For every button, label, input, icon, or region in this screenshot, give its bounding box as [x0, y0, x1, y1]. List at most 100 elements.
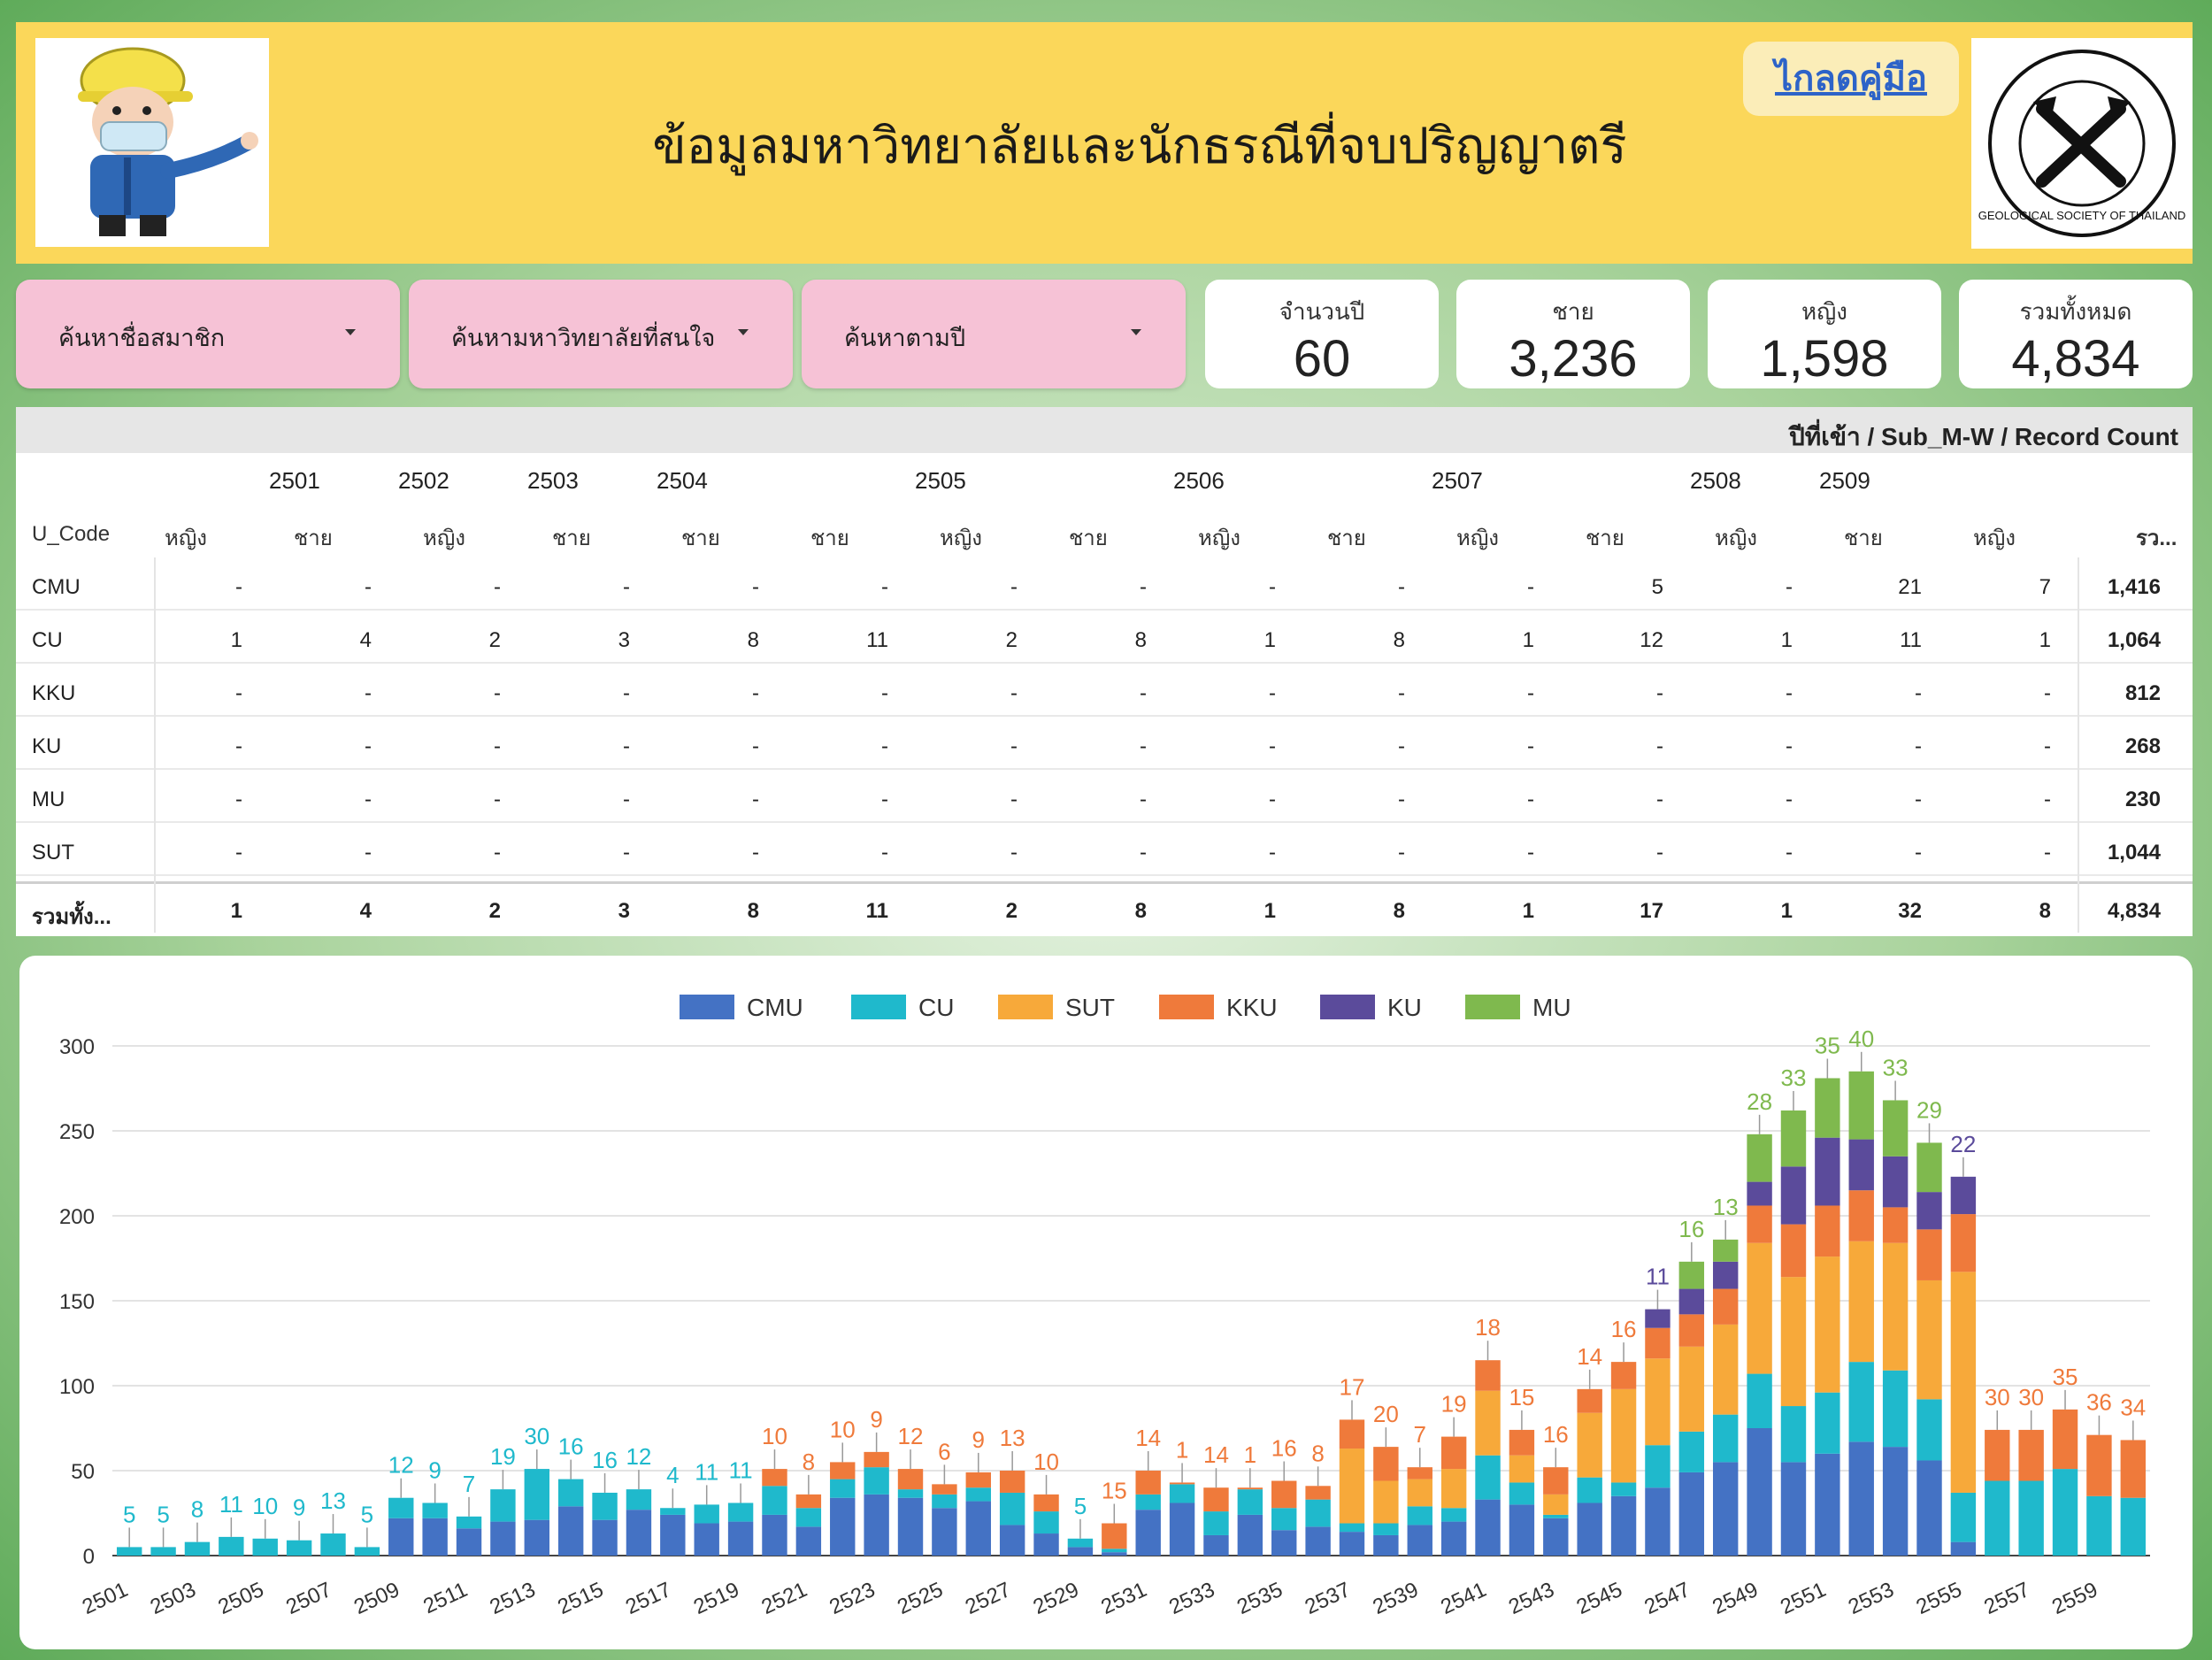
grand-total-cell: 1: [1522, 899, 1534, 923]
university-filter[interactable]: ค้นหามหาวิทยาลัยที่สนใจ: [409, 280, 793, 388]
data-label: 10: [762, 1423, 787, 1449]
y-tick-label: 0: [83, 1545, 95, 1569]
x-tick-label: 2549: [1709, 1578, 1762, 1619]
x-tick-label: 2503: [147, 1578, 200, 1619]
bar-segment: [1678, 1472, 1705, 1556]
legend-swatch: [1159, 995, 1214, 1019]
bar-segment: [1950, 1492, 1977, 1542]
bar-segment: [1543, 1518, 1569, 1556]
row-total: 268: [2124, 734, 2161, 758]
table-cell: -: [1398, 681, 1405, 705]
bar-segment: [1102, 1552, 1127, 1556]
bar-segment: [1033, 1494, 1059, 1512]
bar-segment: [2120, 1497, 2147, 1556]
data-label: 9: [870, 1406, 882, 1433]
year-filter[interactable]: ค้นหาตามปี: [802, 280, 1186, 388]
bar-segment: [1678, 1314, 1705, 1347]
svg-text:GEOLOGICAL SOCIETY OF THAILAND: GEOLOGICAL SOCIETY OF THAILAND: [1978, 209, 2186, 222]
bar-segment: [2018, 1480, 2044, 1556]
data-label: 10: [1033, 1449, 1059, 1475]
table-cell: -: [1269, 575, 1276, 599]
row-code: KKU: [32, 681, 76, 705]
bar-segment: [1475, 1455, 1501, 1500]
y-tick-label: 150: [59, 1290, 95, 1314]
table-cell: -: [494, 841, 501, 865]
bar-segment: [422, 1518, 448, 1556]
table-cell: 12: [1640, 628, 1663, 652]
grand-total-cell: 2: [488, 899, 501, 923]
x-tick-label: 2527: [962, 1578, 1015, 1619]
bar-segment: [1509, 1482, 1535, 1505]
bar-segment: [1747, 1242, 1772, 1374]
data-label: 5: [157, 1501, 169, 1527]
year-header: 2504: [657, 467, 708, 494]
bar-segment: [1475, 1390, 1501, 1456]
table-cell: 7: [2039, 575, 2051, 599]
bar-segment: [422, 1502, 448, 1518]
bar-segment: [1577, 1412, 1602, 1478]
bar-segment: [864, 1467, 889, 1495]
bar-segment: [1815, 1453, 1840, 1556]
grand-total-cell: 8: [747, 899, 759, 923]
total-divider: [16, 881, 2193, 884]
mascot-image: [35, 38, 269, 247]
bar-segment: [1848, 1241, 1874, 1363]
row-divider: [16, 715, 2193, 717]
table-cell: -: [1656, 788, 1663, 811]
data-label: 9: [428, 1456, 441, 1483]
bar-segment: [932, 1508, 957, 1556]
x-tick-label: 2511: [419, 1578, 471, 1618]
member-name-filter[interactable]: ค้นหาชื่อสมาชิก: [16, 280, 400, 388]
table-cell: -: [2044, 681, 2051, 705]
table-cell: -: [623, 841, 630, 865]
bar-segment: [2086, 1434, 2112, 1496]
bar-segment: [524, 1519, 549, 1556]
bar-segment: [864, 1451, 889, 1468]
table-cell: -: [752, 575, 759, 599]
data-label: 16: [1611, 1316, 1637, 1342]
bar-segment: [1440, 1436, 1467, 1470]
table-cell: -: [2044, 788, 2051, 811]
legend-swatch: [1320, 995, 1375, 1019]
table-cell: -: [1527, 788, 1534, 811]
table-cell: -: [881, 734, 888, 758]
bar-segment: [2018, 1429, 2044, 1481]
table-cell: -: [1656, 681, 1663, 705]
bar-segment: [1916, 1399, 1942, 1461]
x-tick-label: 2501: [79, 1578, 132, 1619]
table-cell: 1: [1263, 628, 1276, 652]
data-label: 9: [293, 1495, 305, 1521]
bar-segment: [1610, 1362, 1637, 1389]
table-cell: 2: [488, 628, 501, 652]
table-cell: -: [365, 734, 372, 758]
table-cell: -: [1786, 841, 1793, 865]
bar-segment: [1169, 1484, 1195, 1503]
grand-total-cell: 8: [2039, 899, 2051, 923]
bar-segment: [694, 1523, 719, 1556]
row-code: SUT: [32, 841, 74, 865]
kpi-male-count: ชาย 3,236: [1456, 280, 1690, 388]
bar-segment: [1882, 1207, 1909, 1243]
table-cell: 21: [1898, 575, 1922, 599]
table-cell: -: [1915, 788, 1922, 811]
bar-segment: [1271, 1530, 1297, 1556]
bar-segment: [456, 1516, 482, 1529]
chevron-down-icon: [345, 329, 356, 335]
grand-total-cell: 3: [618, 899, 630, 923]
bar-segment: [1713, 1261, 1739, 1289]
data-label: 14: [1203, 1441, 1229, 1468]
bar-segment: [1339, 1523, 1365, 1533]
table-cell: -: [235, 575, 242, 599]
data-label: 8: [803, 1449, 815, 1475]
table-cell: -: [752, 734, 759, 758]
data-label: 40: [1848, 1026, 1874, 1052]
bar-segment: [1067, 1538, 1094, 1548]
download-guide-button[interactable]: ไกลดคู่มือ: [1743, 42, 1959, 116]
data-label: 8: [1311, 1440, 1324, 1466]
bar-segment: [2120, 1440, 2147, 1498]
bar-segment: [1543, 1494, 1569, 1515]
bar-segment: [1407, 1506, 1432, 1526]
data-label: 9: [972, 1426, 985, 1453]
bar-segment: [1780, 1277, 1807, 1407]
bar-segment: [1475, 1499, 1501, 1556]
